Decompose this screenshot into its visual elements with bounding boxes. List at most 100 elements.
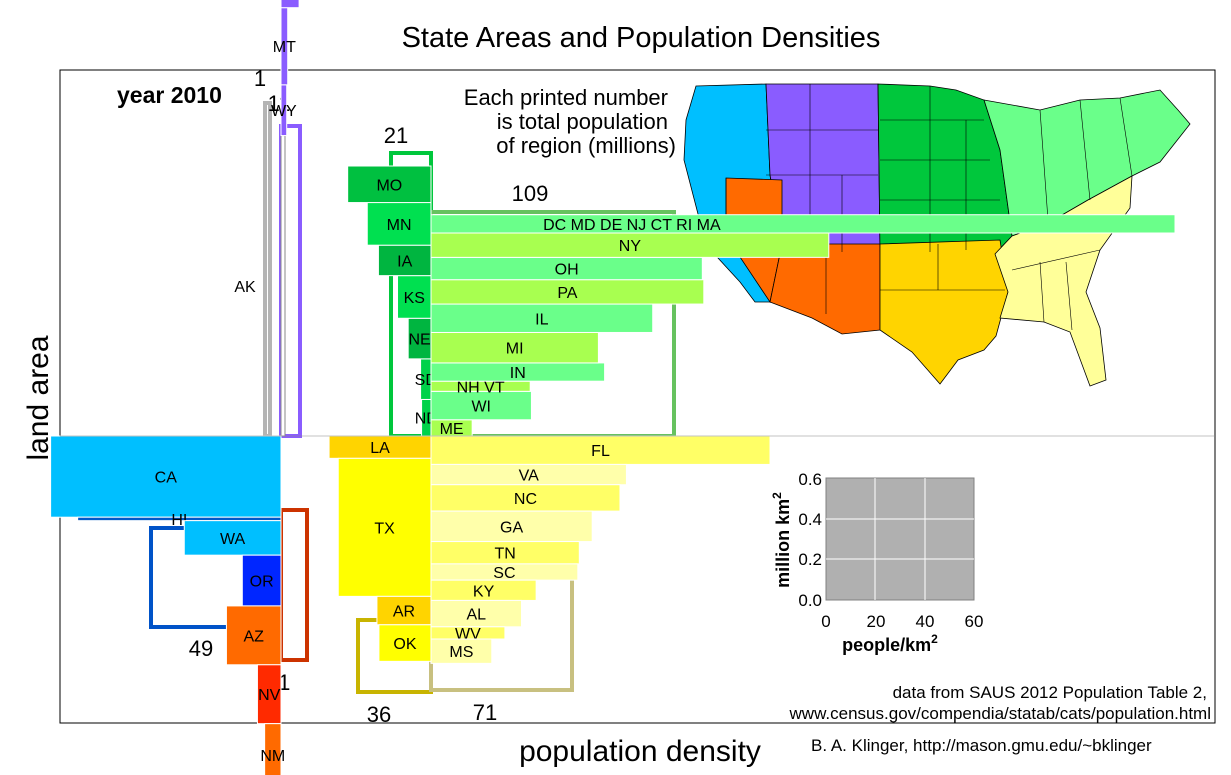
state-label-ga: GA: [500, 519, 523, 536]
state-bar-al: [430, 599, 523, 628]
state-label-dc-md-de-nj-ct-ri-ma: DC MD DE NJ CT RI MA: [543, 217, 721, 234]
state-label-ky: KY: [473, 583, 495, 600]
key-x-ticks: 0 20 40 60: [821, 612, 983, 631]
northeast-total: 109: [512, 181, 549, 206]
state-label-nm: NM: [260, 748, 285, 765]
state-bar-dc-md-de-nj-ct-ri-ma: [430, 214, 1176, 234]
key-ytick: 0.4: [798, 510, 822, 529]
state-label-ca: CA: [155, 470, 178, 487]
key-y-label-sup: 2: [770, 492, 784, 499]
map-state-borders: [725, 84, 1133, 331]
state-label-hi: HI: [171, 512, 187, 529]
state-label-ok: OK: [393, 636, 416, 653]
note-line-3: of region (millions): [496, 133, 676, 158]
note-line-1: Each printed number: [464, 85, 668, 110]
year-label: year 2010: [117, 82, 222, 108]
state-label-tx: TX: [374, 520, 395, 537]
state-label-tn: TN: [494, 546, 515, 563]
state-bar-ny: [430, 232, 830, 258]
key-x-label-text: people/km: [842, 635, 931, 655]
state-label-wi: WI: [471, 399, 491, 416]
state-bar-hi: [77, 516, 282, 522]
state-label-ar: AR: [393, 604, 415, 621]
key-xtick: 40: [916, 612, 935, 631]
state-label-va: VA: [519, 468, 539, 485]
key-gridlines: [826, 478, 974, 600]
state-bar-az: [225, 605, 282, 666]
state-bar-nc: [430, 484, 621, 512]
key-xtick: 60: [965, 612, 984, 631]
state-label-me: ME: [440, 421, 464, 438]
key-ytick: 0.6: [798, 470, 822, 489]
x-axis-label: population density: [519, 735, 761, 768]
state-bar-pa: [430, 279, 705, 305]
state-bar-ks: [397, 275, 432, 319]
state-label-ms: MS: [449, 644, 473, 661]
state-bar-tx: [337, 457, 432, 597]
source-notes: data from SAUS 2012 Population Table 2, …: [789, 683, 1211, 723]
key-y-ticks: 0.0 0.2 0.4 0.6: [798, 470, 822, 610]
state-bar-ia: [377, 244, 432, 277]
state-label-al: AL: [466, 607, 486, 624]
state-label-ny: NY: [619, 238, 642, 255]
state-label-oh: OH: [555, 262, 579, 279]
state-bar-mo: [347, 165, 432, 204]
population-note: Each printed number is total population …: [464, 85, 676, 158]
state-label-mi: MI: [506, 341, 524, 358]
state-label-pa: PA: [557, 285, 577, 302]
state-label-wy: WY: [271, 103, 297, 120]
southwest-region-outline: [279, 508, 309, 662]
scale-key: 0.0 0.2 0.4 0.6 0 20 40 60 people/km2 mi…: [770, 470, 983, 655]
state-label-wa: WA: [220, 531, 246, 548]
state-label-mo: MO: [376, 177, 402, 194]
state-label-fl: FL: [591, 443, 610, 460]
state-label-mn: MN: [387, 217, 412, 234]
state-bar-nm: [264, 723, 282, 775]
southeast-total: 71: [473, 700, 497, 725]
state-bar-fl: [430, 435, 771, 465]
state-label-mt: MT: [273, 39, 296, 56]
state-bar-id: [280, 0, 300, 9]
plains-north-total: 21: [384, 123, 408, 148]
key-ytick: 0.0: [798, 591, 822, 610]
key-plot-area: [825, 477, 975, 601]
state-label-la: LA: [370, 440, 390, 457]
plot-frame: [59, 69, 1216, 724]
source-line-1: data from SAUS 2012 Population Table 2,: [893, 683, 1207, 702]
state-label-az: AZ: [243, 628, 264, 645]
state-label-nh-vt: NH VT: [457, 379, 505, 396]
key-ytick: 0.2: [798, 550, 822, 569]
map-border-lines: [725, 84, 1133, 331]
state-bar-ms: [430, 638, 493, 664]
state-bar-mn: [366, 202, 432, 246]
state-label-ne: NE: [408, 332, 430, 349]
alaska-region-outline: [263, 101, 272, 438]
state-label-nv: NV: [258, 687, 281, 704]
pacific-total: 49: [189, 636, 213, 661]
source-line-2: www.census.gov/compendia/statab/cats/pop…: [789, 704, 1211, 723]
key-x-label: people/km2: [842, 632, 938, 655]
state-label-nc: NC: [514, 491, 537, 508]
key-xtick: 0: [821, 612, 830, 631]
state-label-ak: AK: [234, 279, 256, 296]
south-central-total: 36: [367, 702, 391, 727]
state-label-ks: KS: [404, 290, 425, 307]
map-south-central: [879, 239, 1009, 385]
state-bar-ca: [50, 435, 282, 518]
key-y-label: million km2: [770, 492, 793, 588]
author-credit: B. A. Klinger, http://mason.gmu.edu/~bkl…: [811, 736, 1152, 755]
state-label-sc: SC: [493, 565, 515, 582]
state-label-ia: IA: [397, 253, 412, 270]
state-bar-ok: [378, 624, 432, 662]
state-label-il: IL: [535, 311, 548, 328]
y-axis-label: land area: [22, 335, 55, 460]
alaska-total: 1: [254, 66, 266, 91]
state-bar-wi: [430, 390, 532, 421]
key-x-label-sup: 2: [931, 632, 938, 646]
us-region-map: [683, 83, 1191, 387]
key-xtick: 20: [867, 612, 886, 631]
key-y-label-text: million km: [773, 499, 793, 588]
note-line-2: is total population: [497, 109, 668, 134]
state-bar-ak: [280, 135, 286, 437]
